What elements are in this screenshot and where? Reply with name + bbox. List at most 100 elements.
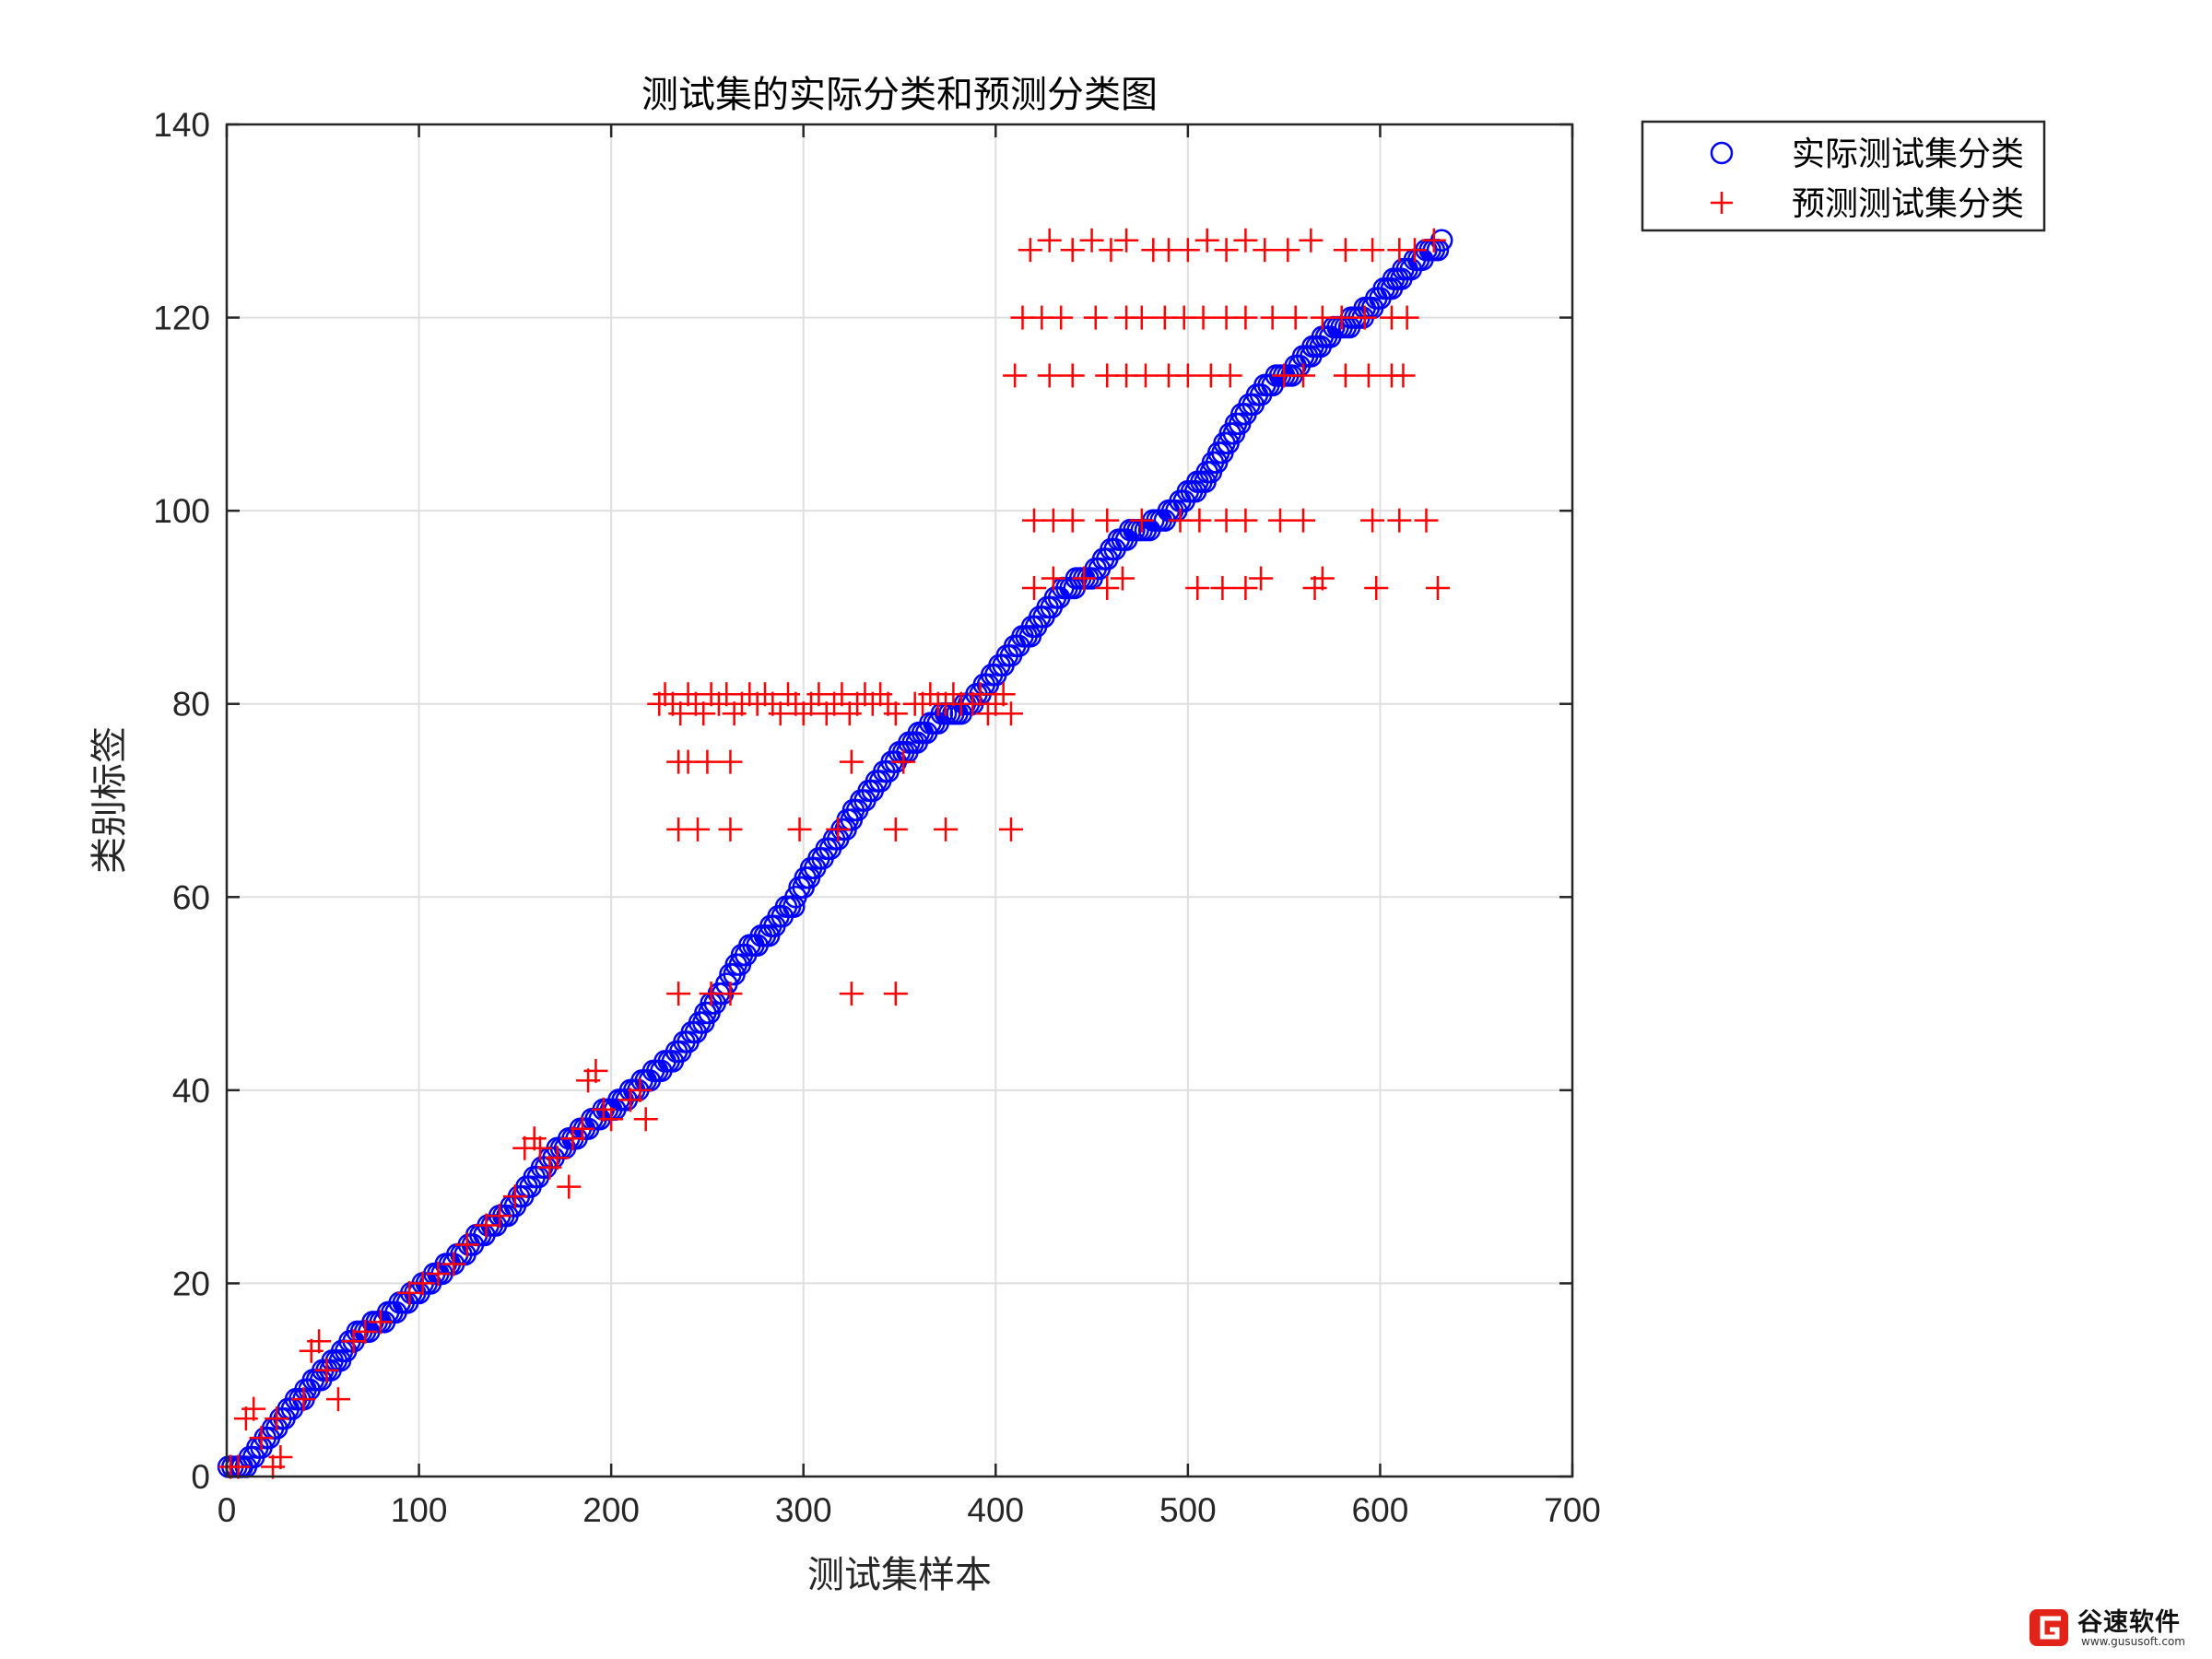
- predicted-point: [1267, 508, 1292, 533]
- predicted-point: [1360, 238, 1385, 263]
- brand-logo-icon: [2030, 1609, 2068, 1646]
- predicted-point: [1329, 305, 1354, 330]
- predicted-point: [998, 701, 1023, 726]
- predicted-point: [1041, 566, 1065, 591]
- predicted-point: [883, 817, 908, 841]
- y-tick-labels: 0 20 40 60 80 100 120 140: [153, 106, 210, 1496]
- predicted-point: [560, 1126, 585, 1151]
- predicted-point: [1402, 238, 1427, 263]
- y-tick-label: 120: [153, 300, 210, 337]
- predicted-point: [1333, 363, 1358, 388]
- predicted-point: [583, 1058, 608, 1083]
- predicted-point: [1233, 228, 1258, 253]
- predicted-point: [1037, 363, 1062, 388]
- x-tick-label: 100: [391, 1491, 448, 1529]
- predicted-point: [839, 982, 864, 1006]
- predicted-point: [314, 1358, 339, 1382]
- y-tick-label: 80: [172, 686, 210, 724]
- predicted-point: [883, 701, 908, 726]
- predicted-point: [1233, 305, 1258, 330]
- predicted-point: [718, 982, 743, 1006]
- predicted-point: [1233, 508, 1258, 533]
- predicted-point: [830, 682, 854, 707]
- predicted-point: [241, 1396, 266, 1421]
- predicted-point: [353, 1319, 378, 1344]
- predicted-point: [934, 817, 959, 841]
- predicted-point: [1210, 575, 1235, 600]
- predicted-point: [1133, 363, 1158, 388]
- predicted-point: [1018, 238, 1042, 263]
- predicted-point: [397, 1280, 422, 1305]
- predicted-point: [474, 1213, 499, 1238]
- predicted-point: [718, 749, 743, 774]
- predicted-point: [1391, 363, 1416, 388]
- predicted-point: [410, 1271, 435, 1296]
- predicted-point: [1299, 228, 1324, 253]
- predicted-point: [968, 682, 993, 707]
- predicted-point: [806, 682, 831, 707]
- predicted-point: [691, 701, 716, 726]
- y-tick-label: 0: [191, 1458, 210, 1496]
- x-tick-label: 400: [967, 1491, 1024, 1529]
- legend-box: [1641, 120, 2046, 232]
- y-axis-title: 类别标签: [88, 726, 131, 874]
- predicted-point: [1421, 228, 1446, 253]
- grid: [227, 124, 1572, 1477]
- predicted-point: [1060, 363, 1085, 388]
- predicted-point: [1276, 238, 1300, 263]
- predicted-point: [307, 1329, 332, 1354]
- predicted-point: [1129, 508, 1154, 533]
- predicted-point: [1291, 363, 1315, 388]
- predicted-point: [1360, 508, 1385, 533]
- predicted-point: [1414, 508, 1439, 533]
- predicted-point: [618, 1088, 642, 1112]
- predicted-point: [1060, 508, 1085, 533]
- legend-label-actual: 实际测试集分类: [1792, 135, 2024, 173]
- predicted-point: [666, 982, 691, 1006]
- legend-marker-predicted: [1711, 192, 1733, 214]
- predicted-point: [1175, 363, 1200, 388]
- x-tick-label: 200: [582, 1491, 640, 1529]
- predicted-point: [502, 1184, 527, 1209]
- predicted-point: [826, 817, 851, 841]
- predicted-point: [1095, 508, 1120, 533]
- predicted-point: [557, 1174, 582, 1199]
- predicted-point: [341, 1329, 366, 1354]
- watermark-logo: 谷速软件 www.gususoft.com: [2026, 1600, 2206, 1653]
- series-actual: [217, 229, 1453, 1478]
- predicted-point: [454, 1232, 479, 1257]
- predicted-point: [545, 1146, 570, 1171]
- predicted-point: [1333, 238, 1358, 263]
- predicted-point: [1260, 305, 1285, 330]
- predicted-point: [325, 1387, 350, 1412]
- predicted-point: [226, 1454, 251, 1479]
- predicted-point: [268, 1445, 293, 1470]
- predicted-point: [1003, 363, 1028, 388]
- legend-marker-actual: [1710, 141, 1734, 165]
- predicted-point: [527, 1135, 552, 1160]
- predicted-point: [1387, 508, 1412, 533]
- predicted-point: [628, 1077, 653, 1102]
- predicted-point: [522, 1126, 547, 1151]
- predicted-point: [1352, 305, 1377, 330]
- predicted-point: [1394, 305, 1419, 330]
- predicted-point: [718, 817, 743, 841]
- predicted-point: [1060, 238, 1085, 263]
- predicted-point: [1283, 305, 1308, 330]
- predicted-point: [1291, 508, 1315, 533]
- legend-label-predicted: 预测测试集分类: [1792, 185, 2024, 223]
- predicted-point: [1187, 508, 1212, 533]
- predicted-point: [1218, 363, 1242, 388]
- x-tick-label: 600: [1352, 1491, 1409, 1529]
- predicted-point: [1194, 228, 1219, 253]
- legend: 实际测试集分类 预测测试集分类: [1641, 120, 2046, 232]
- predicted-point: [891, 749, 916, 774]
- predicted-point: [368, 1310, 393, 1335]
- predicted-point: [1114, 228, 1139, 253]
- predicted-point: [1249, 566, 1274, 591]
- brand-name: 谷速软件: [2077, 1608, 2181, 1637]
- predicted-point: [1364, 575, 1389, 600]
- predicted-point: [839, 749, 864, 774]
- predicted-point: [1022, 575, 1046, 600]
